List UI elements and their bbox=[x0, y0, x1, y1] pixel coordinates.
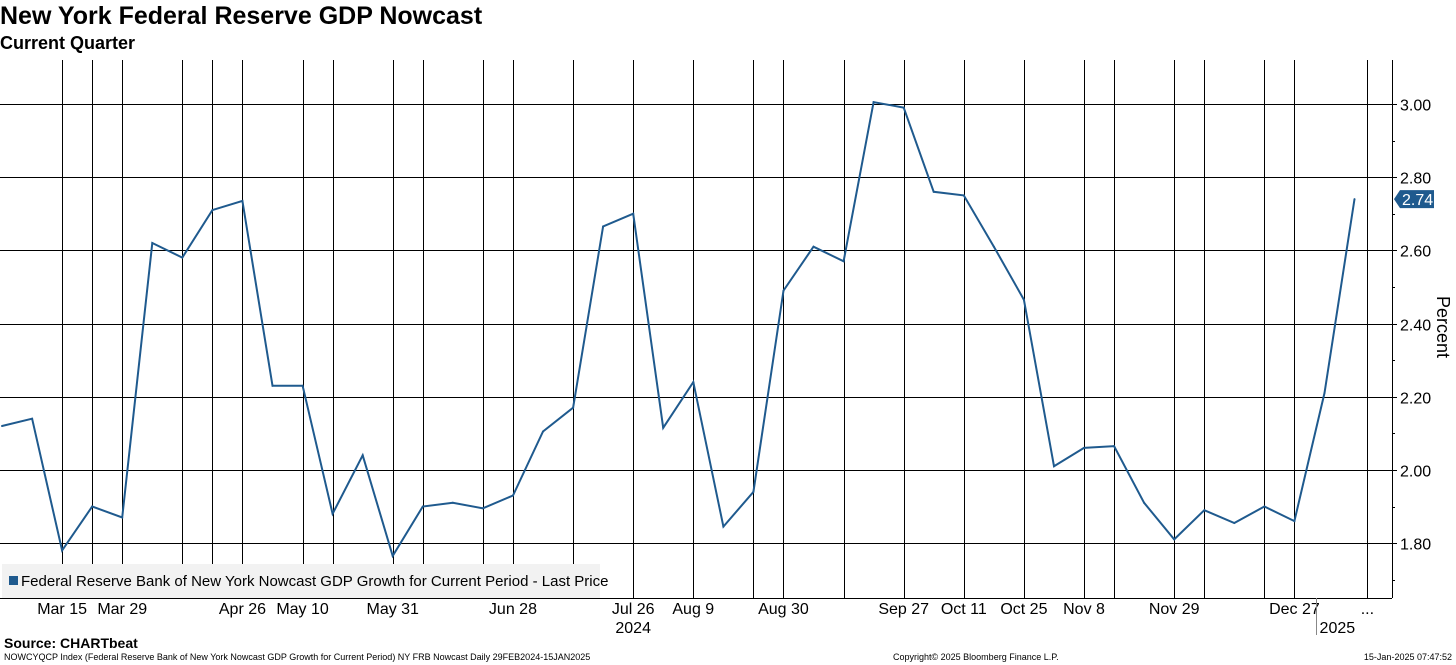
data-point bbox=[1353, 198, 1356, 201]
data-point bbox=[512, 494, 514, 497]
data-point bbox=[331, 512, 334, 515]
data-point bbox=[1, 425, 3, 427]
data-point bbox=[992, 245, 995, 248]
data-point bbox=[1293, 520, 1296, 523]
y-tick-label: 1.80 bbox=[1400, 537, 1431, 554]
data-point bbox=[782, 289, 785, 292]
data-point bbox=[1022, 298, 1025, 301]
data-point bbox=[752, 490, 755, 493]
data-point bbox=[722, 525, 725, 528]
data-point bbox=[1143, 501, 1146, 504]
data-point bbox=[211, 209, 214, 212]
x-axis: Mar 15 Mar 29 Apr 26 May 10 May 31 Jun 28 Jul … bbox=[0, 598, 1392, 637]
data-point bbox=[361, 454, 364, 457]
x-tick-label: Nov 29 bbox=[1149, 601, 1200, 618]
data-point bbox=[632, 212, 635, 215]
x-tick-label: Sep 27 bbox=[878, 601, 929, 618]
x-tick-label: Aug 9 bbox=[672, 601, 714, 618]
y-tick-label: 3.00 bbox=[1400, 98, 1431, 115]
x-tick-label: Apr 26 bbox=[219, 601, 266, 618]
horizontal-gridlines bbox=[0, 104, 1392, 544]
x-tick-label: Dec 27 bbox=[1269, 601, 1320, 618]
x-year-label: 2024 bbox=[615, 620, 651, 637]
data-point bbox=[1173, 538, 1176, 541]
data-point bbox=[301, 384, 304, 387]
data-point bbox=[121, 516, 124, 519]
data-point bbox=[451, 501, 454, 504]
chart-subtitle: Current Quarter bbox=[0, 33, 136, 53]
data-point bbox=[31, 417, 34, 420]
data-point bbox=[1083, 446, 1085, 449]
data-point bbox=[692, 381, 695, 384]
data-point bbox=[662, 426, 665, 429]
x-tick-label: ... bbox=[1361, 601, 1374, 618]
data-point bbox=[872, 101, 875, 104]
y-tick-label: 2.40 bbox=[1400, 318, 1431, 335]
chart-title: New York Federal Reserve GDP Nowcast bbox=[0, 2, 483, 30]
data-point bbox=[1233, 522, 1236, 524]
footer-timestamp: 15-Jan-2025 07:47:52 bbox=[1363, 652, 1452, 662]
data-point bbox=[1053, 465, 1055, 468]
x-tick-label: Mar 15 bbox=[37, 601, 87, 618]
data-point bbox=[602, 225, 605, 228]
data-point bbox=[812, 245, 815, 248]
footer-index-description: NOWCYQCP Index (Federal Reserve Bank of … bbox=[4, 652, 591, 662]
data-point bbox=[421, 505, 424, 508]
last-value-badge bbox=[1394, 190, 1434, 209]
y-axis-label: Percent bbox=[1433, 296, 1453, 358]
legend-box bbox=[2, 564, 600, 598]
y-axis: 1.80 2.00 2.20 2.40 2.60 2.80 3.00 Percent 2.74 bbox=[1392, 60, 1453, 598]
x-tick-label: Jul 26 bbox=[612, 601, 655, 618]
x-tick-label: Mar 29 bbox=[97, 601, 147, 618]
y-tick-label: 2.20 bbox=[1400, 391, 1431, 408]
x-tick-label: Oct 25 bbox=[1000, 601, 1047, 618]
y-tick-label: 2.00 bbox=[1400, 464, 1431, 481]
data-point bbox=[1113, 445, 1116, 448]
data-point bbox=[61, 549, 64, 552]
data-point bbox=[271, 384, 274, 387]
x-tick-label: May 10 bbox=[276, 601, 329, 618]
data-point bbox=[1203, 509, 1206, 512]
data-point bbox=[1263, 505, 1266, 508]
data-point bbox=[932, 190, 935, 193]
data-point bbox=[241, 199, 244, 202]
legend-swatch bbox=[9, 576, 18, 585]
data-point bbox=[151, 242, 154, 244]
data-point bbox=[1323, 392, 1326, 394]
series-line bbox=[1, 100, 1356, 559]
legend: Federal Reserve Bank of New York Nowcast… bbox=[2, 564, 608, 598]
data-point bbox=[91, 505, 94, 508]
x-tick-label: May 31 bbox=[366, 601, 419, 618]
data-point bbox=[391, 554, 394, 557]
data-point bbox=[902, 106, 905, 109]
x-tick-label: Jun 28 bbox=[489, 601, 537, 618]
data-point bbox=[572, 406, 575, 409]
y-tick-label: 2.80 bbox=[1400, 171, 1431, 188]
footer-copyright: Copyright© 2025 Bloomberg Finance L.P. bbox=[893, 652, 1059, 662]
source-note: Source: CHARTbeat bbox=[4, 635, 138, 651]
vertical-gridlines bbox=[62, 60, 1368, 598]
x-year-label: 2025 bbox=[1320, 620, 1356, 637]
data-point bbox=[181, 256, 184, 259]
data-point bbox=[542, 430, 544, 433]
x-tick-label: Oct 11 bbox=[941, 601, 987, 618]
x-tick-label: Nov 8 bbox=[1063, 601, 1105, 618]
series-layer bbox=[1, 100, 1356, 559]
legend-label: Federal Reserve Bank of New York Nowcast… bbox=[21, 573, 608, 590]
data-point bbox=[481, 507, 484, 510]
data-point bbox=[842, 260, 845, 263]
data-point bbox=[962, 194, 965, 197]
x-tick-label: Aug 30 bbox=[758, 601, 809, 618]
last-value-label: 2.74 bbox=[1402, 192, 1433, 209]
y-tick-label: 2.60 bbox=[1400, 244, 1431, 261]
